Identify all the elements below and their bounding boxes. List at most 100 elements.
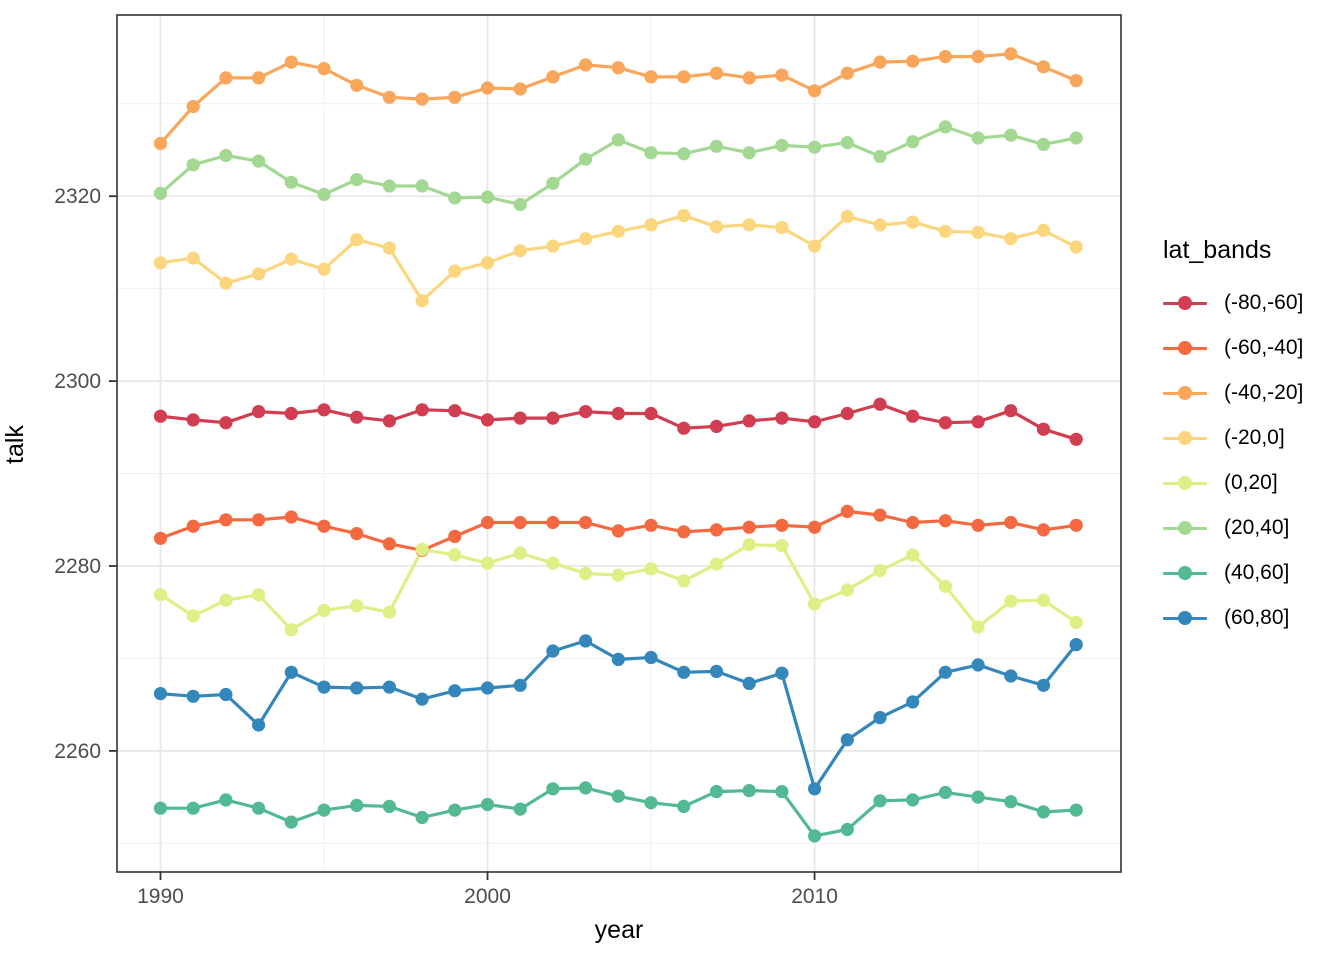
series-point-(40,60] xyxy=(382,799,396,814)
series-point-(60,80] xyxy=(579,634,593,648)
series-point-(-40,-20] xyxy=(742,71,756,85)
series-point-(-20,0] xyxy=(153,256,168,270)
y-tick-label: 2280 xyxy=(54,555,101,578)
series-point-(60,80] xyxy=(415,692,429,706)
series-point-(-60,-40] xyxy=(1004,515,1018,530)
series-point-(-20,0] xyxy=(938,224,953,238)
series-point-(-40,-20] xyxy=(546,70,560,84)
series-point-(-80,-60] xyxy=(873,397,887,411)
legend-title: lat_bands xyxy=(1163,236,1272,264)
series-point-(-40,-20] xyxy=(677,70,691,84)
series-point-(20,40] xyxy=(742,146,756,160)
x-tick-label: 2010 xyxy=(791,885,838,908)
x-axis-title: year xyxy=(594,916,644,944)
series-point-(0,20] xyxy=(775,539,789,553)
legend-item: (-80,-60] xyxy=(1163,289,1303,317)
series-point-(-60,-40] xyxy=(219,513,233,527)
series-point-(60,80] xyxy=(938,665,953,679)
series-point-(60,80] xyxy=(709,664,724,679)
series-point-(20,40] xyxy=(938,120,953,134)
series-point-(20,40] xyxy=(153,186,168,200)
series-point-(-40,-20] xyxy=(448,90,462,104)
series-point-(0,20] xyxy=(480,556,495,570)
x-tick-label: 1990 xyxy=(137,885,184,908)
series-point-(-80,-60] xyxy=(382,414,396,428)
series-point-(-60,-40] xyxy=(775,518,789,532)
series-point-(-20,0] xyxy=(448,264,462,278)
series-point-(60,80] xyxy=(186,689,200,703)
series-point-(-20,0] xyxy=(677,209,691,223)
series-point-(-60,-40] xyxy=(611,524,625,538)
series-point-(60,80] xyxy=(317,680,331,694)
series-point-(20,40] xyxy=(252,154,266,168)
series-point-(0,20] xyxy=(644,562,658,576)
series-point-(-20,0] xyxy=(219,276,233,290)
series-point-(-20,0] xyxy=(611,224,625,238)
series-point-(60,80] xyxy=(448,684,462,698)
series-point-(20,40] xyxy=(1069,131,1083,145)
series-point-(0,20] xyxy=(808,597,822,611)
series-point-(-80,-60] xyxy=(677,421,691,435)
series-point-(-60,-40] xyxy=(546,515,560,530)
series-point-(0,20] xyxy=(938,579,953,593)
series-point-(-40,-20] xyxy=(579,58,593,72)
series-point-(-60,-40] xyxy=(644,518,658,532)
series-point-(20,40] xyxy=(579,152,593,166)
series-point-(40,60] xyxy=(579,781,593,795)
series-point-(20,40] xyxy=(317,187,331,201)
series-point-(-60,-40] xyxy=(906,515,920,530)
series-point-(40,60] xyxy=(153,801,168,815)
series-point-(-80,-60] xyxy=(448,404,462,418)
series-point-(-40,-20] xyxy=(808,84,822,98)
series-point-(-20,0] xyxy=(775,221,789,235)
series-point-(60,80] xyxy=(742,676,756,691)
series-point-(60,80] xyxy=(644,650,658,665)
series-point-(-80,-60] xyxy=(775,411,789,425)
series-point-(-80,-60] xyxy=(1069,432,1083,446)
series-point-(40,60] xyxy=(938,785,953,800)
series-point-(-80,-60] xyxy=(480,413,495,427)
series-point-(-80,-60] xyxy=(219,416,233,430)
series-point-(-80,-60] xyxy=(644,406,658,421)
series-point-(40,60] xyxy=(873,794,887,808)
series-point-(60,80] xyxy=(350,681,364,695)
series-point-(-40,-20] xyxy=(513,82,527,96)
series-point-(40,60] xyxy=(808,829,822,843)
series-point-(-60,-40] xyxy=(153,531,168,545)
legend-item: (-20,0] xyxy=(1163,424,1303,452)
series-point-(0,20] xyxy=(546,556,560,570)
series-point-(40,60] xyxy=(644,796,658,810)
series-point-(-60,-40] xyxy=(1069,518,1083,532)
series-point-(-60,-40] xyxy=(480,515,495,530)
series-point-(-80,-60] xyxy=(546,411,560,425)
series-point-(-60,-40] xyxy=(742,520,756,534)
legend-item-label: (-40,-20] xyxy=(1224,381,1304,404)
series-point-(0,20] xyxy=(513,546,527,560)
series-point-(-80,-60] xyxy=(1036,422,1051,436)
series-point-(-40,-20] xyxy=(1004,47,1018,61)
series-point-(40,60] xyxy=(186,801,200,815)
series-point-(60,80] xyxy=(1069,638,1083,652)
series-point-(-20,0] xyxy=(513,244,527,258)
series-point-(60,80] xyxy=(153,687,168,701)
series-point-(-20,0] xyxy=(252,267,266,281)
series-point-(-40,-20] xyxy=(284,55,298,69)
series-point-(60,80] xyxy=(480,681,495,695)
series-point-(60,80] xyxy=(1036,678,1051,692)
series-point-(20,40] xyxy=(513,197,527,212)
series-point-(0,20] xyxy=(709,557,724,571)
series-point-(60,80] xyxy=(513,678,527,692)
series-point-(-40,-20] xyxy=(382,90,396,104)
series-point-(0,20] xyxy=(186,609,200,623)
legend-key-icon xyxy=(1163,469,1207,497)
legend: lat_bands (-80,-60] (-60,-40] (-40,-20] … xyxy=(1163,236,1303,649)
series-point-(0,20] xyxy=(742,538,756,552)
series-point-(40,60] xyxy=(906,793,920,807)
legend-item-label: (20,40] xyxy=(1224,516,1290,539)
legend-item-label: (-80,-60] xyxy=(1224,291,1304,314)
legend-item: (0,20] xyxy=(1163,469,1303,497)
legend-key-icon xyxy=(1163,289,1207,317)
series-point-(-40,-20] xyxy=(644,70,658,84)
series-point-(-80,-60] xyxy=(971,415,985,429)
series-point-(0,20] xyxy=(317,603,331,618)
